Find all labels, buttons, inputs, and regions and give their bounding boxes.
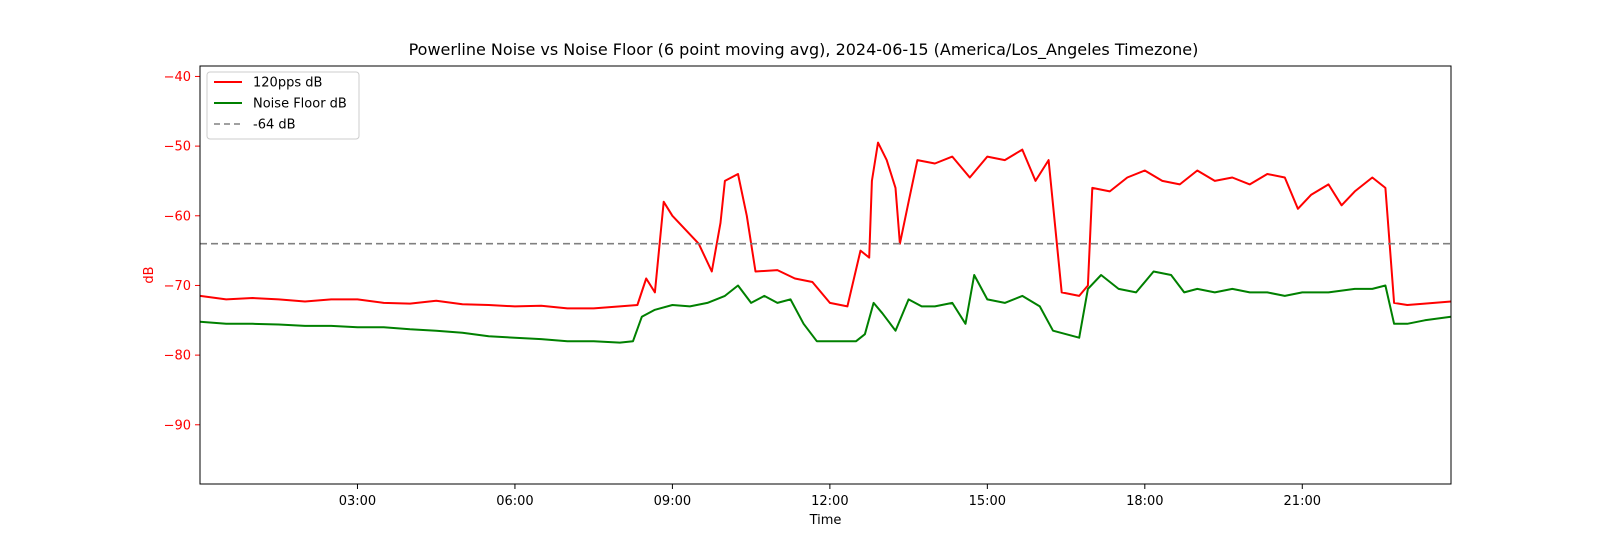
y-axis-ticks: −40 −50 −60 −70 −80 −90 (164, 70, 200, 433)
chart-title: Powerline Noise vs Noise Floor (6 point … (409, 40, 1199, 60)
y-tick-label: −70 (164, 279, 191, 294)
x-tick-label: 21:00 (1284, 494, 1321, 509)
chart-legend: 120pps dB Noise Floor dB -64 dB (206, 71, 360, 140)
legend-label: Noise Floor dB (253, 97, 347, 112)
y-tick-label: −60 (164, 209, 191, 224)
legend-box (206, 71, 360, 140)
x-tick-label: 18:00 (1126, 494, 1163, 509)
y-axis-label: dB (142, 266, 157, 283)
x-tick-label: 06:00 (496, 494, 533, 509)
x-tick-label: 03:00 (339, 494, 376, 509)
y-tick-label: −90 (164, 418, 191, 433)
plot-lines (200, 141, 1451, 344)
x-axis-label: Time (809, 513, 842, 528)
y-tick-label: −40 (164, 70, 191, 85)
plot-area-frame (199, 65, 1452, 485)
x-tick-label: 09:00 (654, 494, 691, 509)
legend-label: 120pps dB (253, 76, 322, 91)
x-axis-ticks: 03:00 06:00 09:00 12:00 15:00 18:00 21:00 (339, 484, 1321, 509)
y-tick-label: −50 (164, 140, 191, 155)
x-tick-label: 12:00 (811, 494, 848, 509)
x-tick-label: 15:00 (969, 494, 1006, 509)
legend-label: -64 dB (253, 118, 296, 133)
y-tick-label: −80 (164, 349, 191, 364)
series-line (200, 270, 1451, 344)
series-line (200, 141, 1451, 310)
